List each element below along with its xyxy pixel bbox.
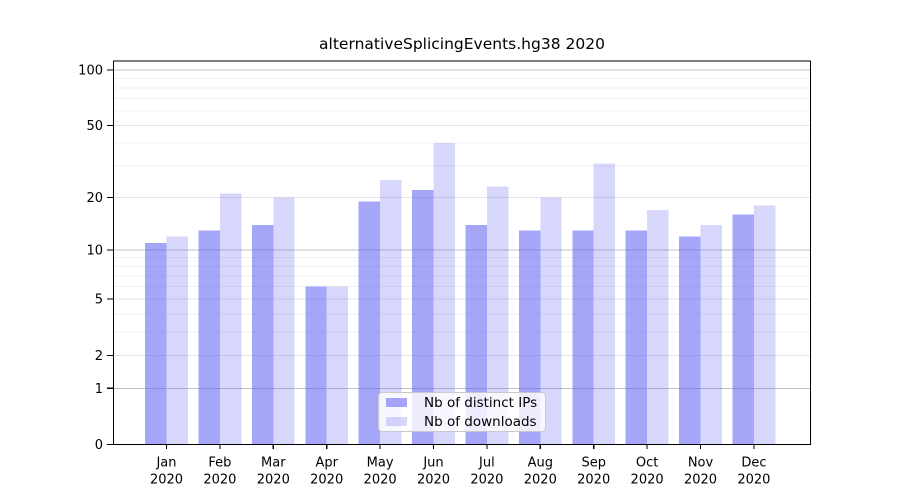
x-tick-label-month: Dec xyxy=(741,456,766,471)
legend-item-downloads: Nb of downloads xyxy=(386,414,545,430)
bar-distinct-ips xyxy=(305,286,327,445)
legend-label-distinct-ips: Nb of distinct IPs xyxy=(424,394,538,411)
x-tick-label-year: 2020 xyxy=(417,473,450,488)
bar-downloads xyxy=(647,210,669,445)
y-tick-label: 50 xyxy=(86,119,103,134)
bar-distinct-ips xyxy=(572,230,594,445)
bar-distinct-ips xyxy=(251,224,274,445)
y-tick-label: 5 xyxy=(95,293,103,308)
plot-border xyxy=(112,60,812,446)
y-tick-label: 1 xyxy=(95,382,103,397)
x-tick-label-year: 2020 xyxy=(470,473,503,488)
bar-downloads xyxy=(700,224,722,445)
legend-item-distinct-ips: Nb of distinct IPs xyxy=(386,395,545,411)
bar-downloads xyxy=(753,205,776,445)
legend: Nb of distinct IPs Nb of downloads xyxy=(378,392,546,432)
bar-downloads xyxy=(166,236,188,445)
bar-distinct-ips xyxy=(358,201,381,445)
x-tick-label-year: 2020 xyxy=(257,473,290,488)
x-tick-label-year: 2020 xyxy=(364,473,397,488)
x-tick-label-year: 2020 xyxy=(310,473,343,488)
chart-title: alternativeSplicingEvents.hg38 2020 xyxy=(319,35,605,53)
bar-distinct-ips xyxy=(732,214,754,445)
y-tick-label: 2 xyxy=(95,349,103,364)
y-tick-label: 0 xyxy=(95,438,103,453)
y-tick-label: 20 xyxy=(86,191,103,206)
x-tick-label-month: Aug xyxy=(528,456,553,471)
bar-distinct-ips xyxy=(145,242,167,445)
x-tick-label-year: 2020 xyxy=(150,473,183,488)
bar-distinct-ips xyxy=(625,230,648,445)
y-tick-label: 10 xyxy=(86,243,103,258)
legend-swatch-downloads xyxy=(386,417,407,426)
bar-downloads xyxy=(326,286,349,445)
x-tick-label-month: Feb xyxy=(208,456,231,471)
x-tick-label-month: Jan xyxy=(155,456,176,471)
y-tick-label: 100 xyxy=(78,64,103,79)
bar-downloads xyxy=(593,163,616,445)
bar-downloads xyxy=(540,197,562,445)
bar-distinct-ips xyxy=(198,230,220,445)
x-tick-label-month: Jun xyxy=(422,456,443,471)
bar-distinct-ips xyxy=(518,230,541,445)
x-tick-label-year: 2020 xyxy=(577,473,610,488)
bar-downloads xyxy=(380,180,402,445)
x-tick-label-year: 2020 xyxy=(203,473,236,488)
x-tick-label-month: Nov xyxy=(688,456,714,471)
x-tick-label-month: Oct xyxy=(636,456,658,471)
x-tick-label-year: 2020 xyxy=(524,473,557,488)
x-tick-label-year: 2020 xyxy=(684,473,717,488)
bar-downloads xyxy=(219,193,242,445)
x-tick-label-year: 2020 xyxy=(737,473,770,488)
bar-distinct-ips xyxy=(465,224,487,445)
bar-downloads xyxy=(486,186,509,445)
x-tick-label-year: 2020 xyxy=(631,473,664,488)
bar-downloads xyxy=(433,143,455,445)
x-tick-label-month: Jul xyxy=(478,456,495,471)
bar-distinct-ips xyxy=(412,190,434,445)
x-tick-label-month: Mar xyxy=(261,456,286,471)
bar-downloads xyxy=(273,197,295,445)
x-tick-label-month: May xyxy=(367,456,394,471)
bar-distinct-ips xyxy=(679,236,701,445)
legend-swatch-distinct-ips xyxy=(386,398,407,407)
legend-label-downloads: Nb of downloads xyxy=(424,413,537,430)
x-tick-label-month: Apr xyxy=(315,456,338,471)
x-tick-label-month: Sep xyxy=(581,456,606,471)
